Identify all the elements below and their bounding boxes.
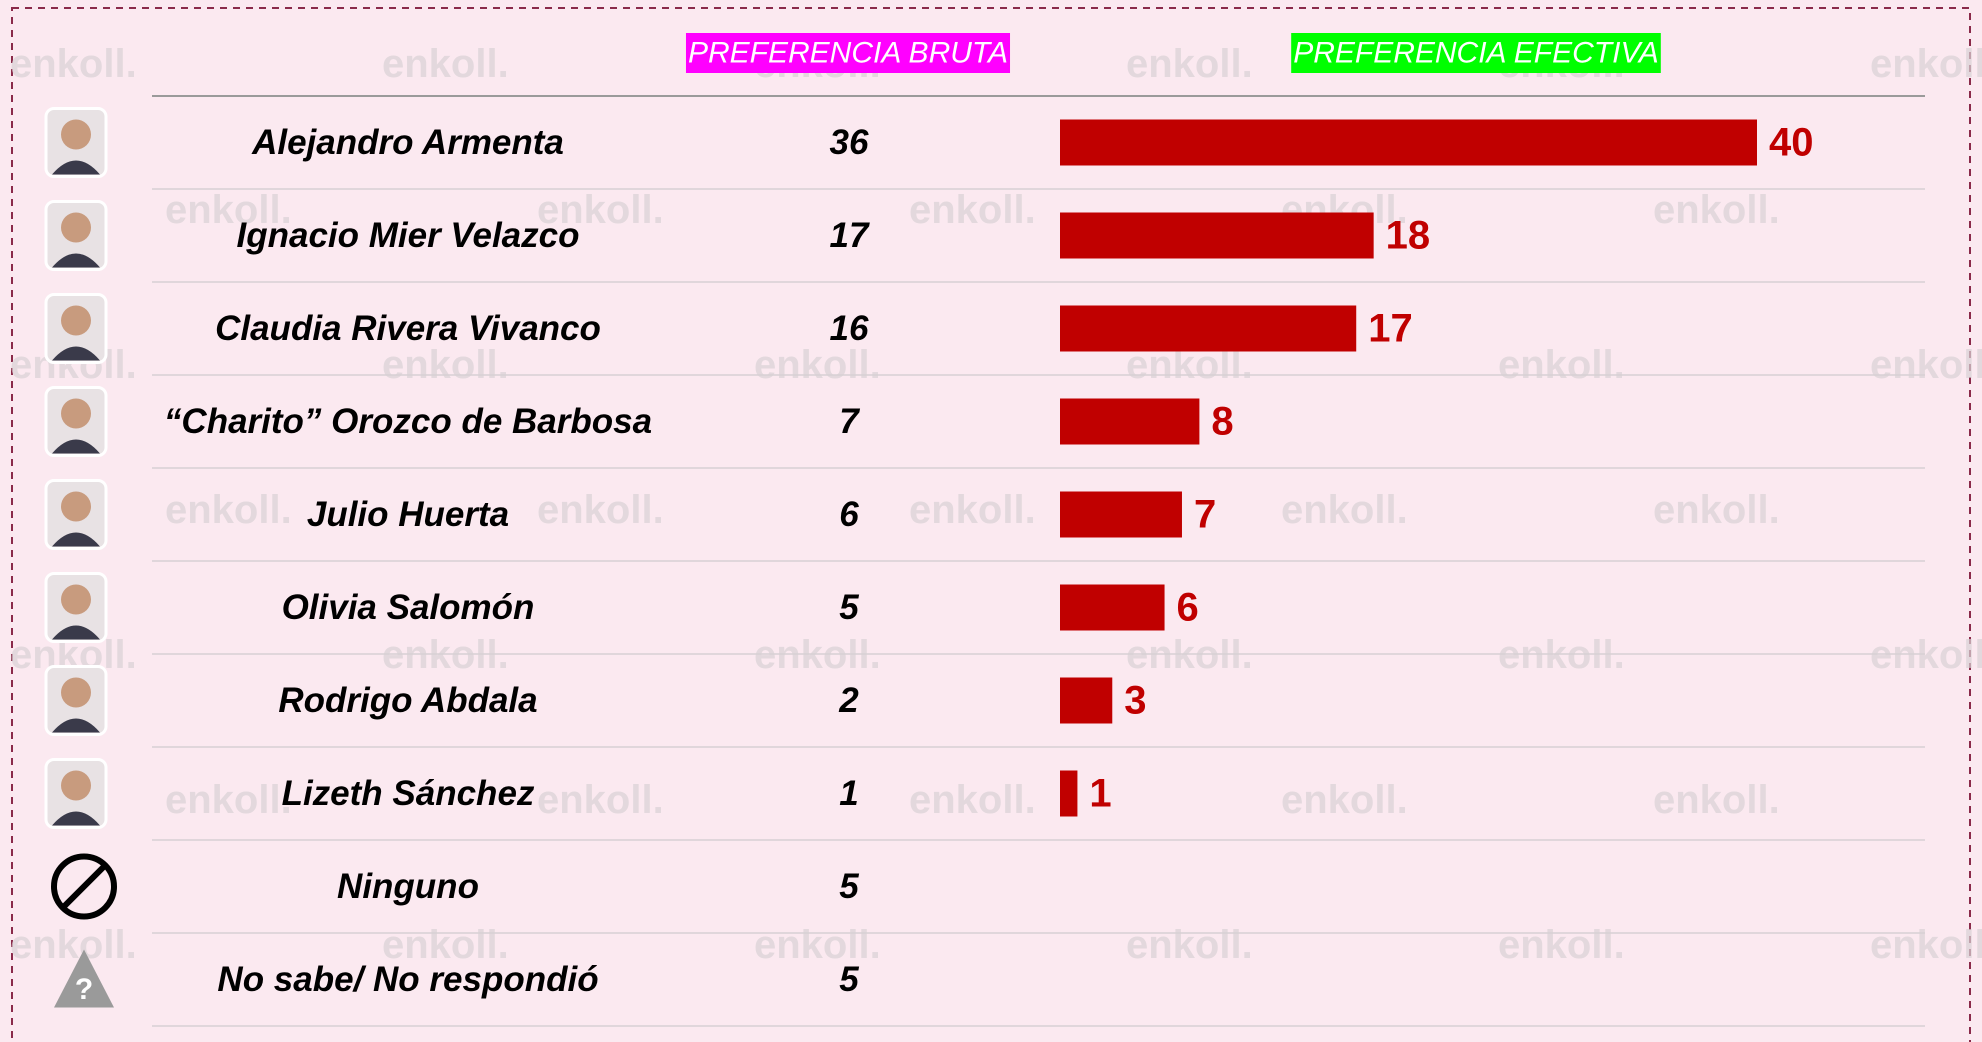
watermark: enkoll.	[1126, 923, 1253, 967]
raw-value: 36	[830, 123, 869, 162]
bar	[1060, 771, 1077, 817]
watermark: enkoll.	[1498, 923, 1625, 967]
photo-face	[61, 306, 91, 336]
watermark: enkoll.	[909, 188, 1036, 232]
bar-value-label: 6	[1177, 586, 1199, 630]
photo-face	[61, 120, 91, 150]
raw-value: 5	[839, 867, 859, 906]
series-header: PREFERENCIA EFECTIVA	[1293, 37, 1659, 70]
watermark: enkoll.	[537, 778, 664, 822]
candidate-name: Ignacio Mier Velazco	[237, 216, 580, 255]
bar	[1060, 399, 1199, 445]
watermark: enkoll.	[1498, 633, 1625, 677]
watermark: enkoll.	[909, 488, 1036, 532]
photo-face	[61, 585, 91, 615]
bar-value-label: 3	[1124, 679, 1146, 723]
watermark: enkoll.	[537, 488, 664, 532]
raw-value: 5	[839, 960, 859, 999]
watermark: enkoll.	[754, 923, 881, 967]
watermark: enkoll.	[10, 923, 137, 967]
chart: enkoll. enkoll. enkoll. enkoll. enkoll. enkol…	[0, 0, 1982, 1042]
bar-value-label: 18	[1386, 214, 1431, 258]
raw-value: 1	[839, 774, 858, 813]
photo-face	[61, 771, 91, 801]
watermark: enkoll.	[754, 343, 881, 387]
photo-face	[61, 492, 91, 522]
watermark: enkoll.	[1653, 488, 1780, 532]
bar	[1060, 306, 1356, 352]
watermark: enkoll.	[754, 633, 881, 677]
watermark: enkoll.	[1870, 923, 1982, 967]
photo-face	[61, 399, 91, 429]
watermark: enkoll.	[1498, 343, 1625, 387]
bar-value-label: 8	[1211, 400, 1233, 444]
watermark: enkoll.	[382, 42, 509, 86]
bar	[1060, 492, 1182, 538]
watermark: enkoll.	[165, 778, 292, 822]
watermark: enkoll.	[1870, 633, 1982, 677]
raw-value: 6	[839, 495, 859, 534]
watermark: enkoll.	[1126, 633, 1253, 677]
watermark: enkoll.	[1281, 488, 1408, 532]
watermark: enkoll.	[909, 778, 1036, 822]
photo-face	[61, 678, 91, 708]
bar-value-label: 40	[1769, 121, 1814, 165]
watermark: enkoll.	[1126, 42, 1253, 86]
raw-value: 7	[839, 402, 860, 441]
candidate-name: Rodrigo Abdala	[278, 681, 537, 720]
candidate-name: Julio Huerta	[307, 495, 509, 534]
bar-value-label: 7	[1194, 493, 1216, 537]
candidate-name: “Charito” Orozco de Barbosa	[164, 402, 652, 441]
raw-value: 2	[838, 681, 859, 720]
watermark: enkoll.	[382, 343, 509, 387]
unknown-icon-mark: ?	[75, 973, 93, 1006]
series-header: PREFERENCIA BRUTA	[688, 37, 1008, 70]
raw-value: 5	[839, 588, 859, 627]
raw-value: 17	[830, 216, 870, 255]
bar	[1060, 213, 1374, 259]
candidate-name: Ninguno	[337, 867, 479, 906]
candidate-name: Alejandro Armenta	[251, 123, 564, 162]
bar	[1060, 585, 1165, 631]
candidate-name: Olivia Salomón	[282, 588, 535, 627]
bar-value-label: 17	[1368, 307, 1413, 351]
bar-value-label: 1	[1089, 772, 1111, 816]
watermark: enkoll.	[382, 633, 509, 677]
candidate-name: Claudia Rivera Vivanco	[215, 309, 601, 348]
raw-value: 16	[830, 309, 869, 348]
watermark: enkoll.	[10, 42, 137, 86]
watermark: enkoll.	[1653, 778, 1780, 822]
candidate-name: No sabe/ No respondió	[217, 960, 598, 999]
watermark: enkoll.	[165, 488, 292, 532]
photo-face	[61, 213, 91, 243]
candidate-name: Lizeth Sánchez	[282, 774, 535, 813]
watermark: enkoll.	[1281, 778, 1408, 822]
watermark: enkoll.	[1653, 188, 1780, 232]
watermark: enkoll.	[1870, 42, 1982, 86]
watermark: enkoll.	[1870, 343, 1982, 387]
bar	[1060, 120, 1757, 166]
bar	[1060, 678, 1112, 724]
